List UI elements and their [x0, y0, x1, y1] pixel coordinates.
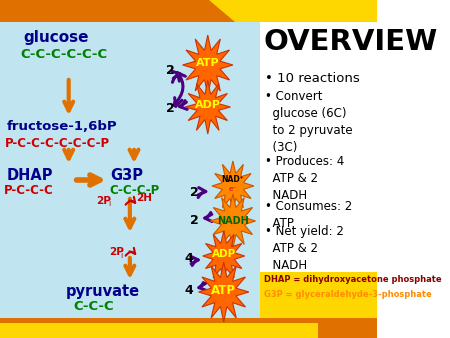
Text: 2H: 2H	[136, 193, 153, 203]
Text: • Consumes: 2
  ATP: • Consumes: 2 ATP	[265, 200, 352, 230]
Text: NADH: NADH	[217, 216, 249, 226]
Text: • Net yield: 2
  ATP & 2
  NADH: • Net yield: 2 ATP & 2 NADH	[265, 225, 344, 272]
Polygon shape	[212, 161, 254, 211]
Text: OVERVIEW: OVERVIEW	[264, 28, 438, 56]
Text: DHAP: DHAP	[7, 168, 53, 183]
Polygon shape	[0, 0, 377, 22]
Text: pyruvate: pyruvate	[65, 284, 140, 299]
Polygon shape	[183, 35, 233, 95]
Text: 2P: 2P	[96, 196, 111, 206]
Text: ATP: ATP	[196, 58, 220, 68]
Text: G3P: G3P	[111, 168, 144, 183]
Text: e⁻: e⁻	[229, 186, 237, 192]
Text: C-C-C-P: C-C-C-P	[109, 184, 159, 197]
Polygon shape	[210, 194, 256, 248]
Text: DHAP = dihydroxyacetone phosphate: DHAP = dihydroxyacetone phosphate	[264, 275, 441, 284]
Text: 2: 2	[190, 214, 199, 226]
Polygon shape	[185, 80, 230, 134]
Text: i: i	[121, 250, 123, 260]
Text: G3P = glyceraldehyde-3-phosphate: G3P = glyceraldehyde-3-phosphate	[264, 290, 432, 299]
Polygon shape	[209, 0, 377, 22]
Text: 2: 2	[190, 187, 199, 199]
Polygon shape	[260, 22, 377, 318]
Text: 2P: 2P	[109, 247, 124, 257]
Text: P-C-C-C: P-C-C-C	[4, 184, 54, 197]
Text: fructose-1,6bP: fructose-1,6bP	[7, 120, 117, 133]
Polygon shape	[260, 272, 377, 318]
Text: ADP: ADP	[195, 100, 221, 110]
Text: • Produces: 4
  ATP & 2
  NADH: • Produces: 4 ATP & 2 NADH	[265, 155, 344, 202]
Polygon shape	[0, 318, 377, 338]
Text: ADP: ADP	[212, 249, 236, 259]
Polygon shape	[198, 262, 249, 322]
Text: NAD⁺: NAD⁺	[221, 174, 244, 184]
Text: 2: 2	[166, 64, 175, 76]
Text: i: i	[108, 199, 110, 209]
Polygon shape	[203, 231, 245, 281]
Polygon shape	[0, 22, 260, 318]
Text: 4: 4	[184, 251, 193, 265]
Text: C-C-C-C-C-C: C-C-C-C-C-C	[20, 48, 107, 61]
Text: 4: 4	[184, 284, 193, 296]
Text: glucose: glucose	[23, 30, 89, 45]
Text: • 10 reactions: • 10 reactions	[265, 72, 360, 85]
Text: 2: 2	[166, 101, 175, 115]
Text: C-C-C: C-C-C	[74, 300, 114, 313]
Text: ATP: ATP	[211, 284, 236, 296]
Polygon shape	[0, 323, 318, 338]
Text: • Convert
  glucose (6C)
  to 2 pyruvate
  (3C): • Convert glucose (6C) to 2 pyruvate (3C…	[265, 90, 352, 154]
Text: P-C-C-C-C-C-C-P: P-C-C-C-C-C-C-P	[5, 137, 110, 150]
